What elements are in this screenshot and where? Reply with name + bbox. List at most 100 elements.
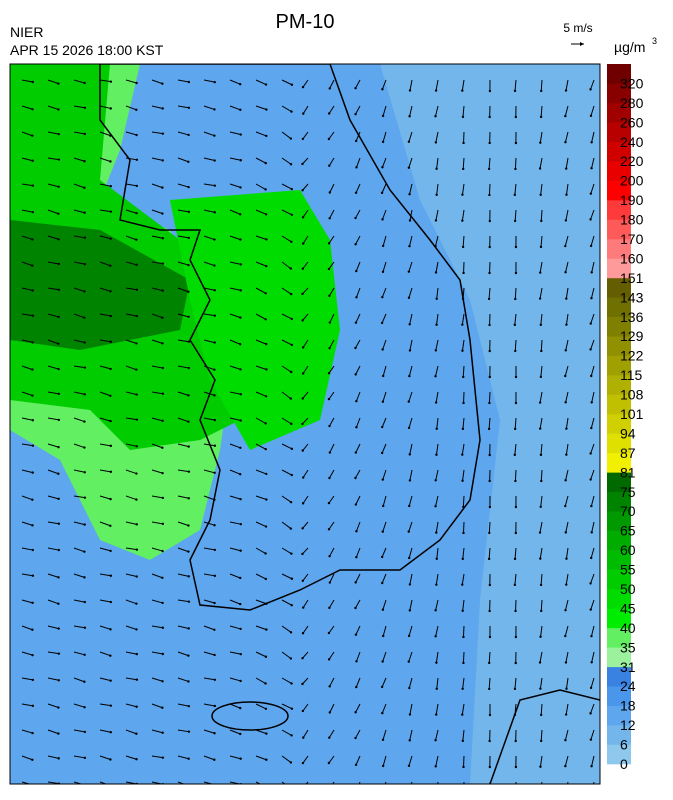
wind-arrow-head [161,550,163,552]
datetime: APR 15 2026 18:00 KST [10,42,164,58]
wind-arrow-head [409,713,411,715]
wind-arrow-head [83,576,85,578]
wind-arrow-head [539,167,541,169]
wind-arrow-head [31,629,33,631]
wind-arrow-head [57,498,59,500]
wind-arrow-head [109,237,111,239]
wind-arrow-head [290,501,292,503]
wind-arrow-head [590,115,592,117]
wind-arrow-head [135,239,137,241]
wind-arrow-head [355,373,357,375]
wind-arrow-head [488,324,490,326]
legend-label: 170 [620,231,644,247]
wind-arrow-head [187,524,189,526]
wind-arrow-head [214,575,216,577]
wind-arrow-head [213,499,215,501]
legend-label: 200 [620,173,644,189]
wind-arrow-head [136,523,138,525]
wind-arrow-head [240,159,242,161]
wind-arrow-head [461,349,463,351]
wind-arrow-head [109,160,111,162]
wind-arrow-head [290,137,292,139]
wind-arrow-head [382,141,384,143]
wind-arrow-head [162,159,164,161]
wind-arrow-head [302,502,304,504]
wind-arrow-head [515,402,517,404]
wind-arrow-head [31,394,33,396]
wind-arrow-head [539,194,541,196]
wind-arrow-head [290,423,292,425]
wind-arrow-head [489,506,491,508]
wind-arrow-head [434,245,436,247]
wind-arrow-head [161,577,163,579]
wind-arrow-head [462,402,464,404]
wind-arrow-head [213,654,215,656]
wind-arrow-head [57,732,59,734]
wind-arrow-head [290,604,292,606]
wind-arrow-head [408,557,410,559]
wind-arrow-head [565,713,567,715]
wind-arrow-head [328,632,330,634]
wind-arrow-head [135,109,137,111]
wind-reference: 5 m/s [563,21,592,35]
legend-label: 122 [620,348,644,364]
wind-arrow-head [239,83,241,85]
wind-arrow-head [187,654,189,656]
wind-arrow-head [488,480,490,482]
legend-label: 65 [620,523,636,539]
wind-arrow-head [565,89,567,91]
wind-arrow-head [57,108,59,110]
wind-arrow-head [328,788,330,790]
wind-arrow-head [328,425,330,427]
wind-arrow-head [591,531,593,533]
wind-arrow-head [488,272,490,274]
wind-arrow-head [187,161,189,163]
wind-arrow-head [436,558,438,560]
wind-arrow-head [328,502,330,504]
wind-arrow-head [110,210,112,212]
wind-arrow-head [381,322,383,324]
wind-arrow-head [57,213,59,215]
wind-arrow-head [83,290,85,292]
wind-arrow-head [109,420,111,422]
wind-arrow-shaft [463,496,464,507]
wind-arrow-head [589,582,591,584]
wind-arrow-head [213,524,215,526]
wind-arrow-head [239,368,241,370]
wind-arrow-head [135,733,137,735]
wind-arrow-head [328,477,330,479]
wind-arrow-head [32,314,34,316]
wind-arrow-head [461,89,463,91]
wind-arrow-head [58,523,60,525]
wind-arrow-head [328,685,330,687]
wind-arrow-head [83,316,85,318]
legend: 0612182431354045505560657075818794101108… [607,64,644,772]
wind-arrow-head [488,168,490,170]
unit: µg/m [614,39,645,55]
wind-arrow-head [239,447,241,449]
wind-arrow-head [135,82,137,84]
wind-arrow-head [354,347,356,349]
wind-arrow-shaft [541,210,542,221]
wind-arrow-head [515,636,517,638]
wind-arrow-head [302,762,304,764]
wind-arrow-head [539,557,541,559]
wind-arrow-head [188,575,190,577]
title: PM-10 [276,11,335,33]
wind-arrow-head [265,265,267,267]
wind-arrow-head [290,552,292,554]
wind-arrow-head [162,132,164,134]
wind-arrow-head [162,367,164,369]
wind-arrow-head [564,635,566,637]
wind-arrow-head [162,262,164,264]
wind-arrow-head [31,471,33,473]
wind-arrow-head [489,220,491,222]
wind-arrow-head [435,401,437,403]
wind-arrow-head [31,108,33,110]
wind-arrow-head [135,472,137,474]
wind-arrow-head [58,757,60,759]
wind-arrow-head [161,420,163,422]
wind-arrow-head [328,736,330,738]
wind-arrow-head [57,368,59,370]
wind-arrow-head [239,498,241,500]
